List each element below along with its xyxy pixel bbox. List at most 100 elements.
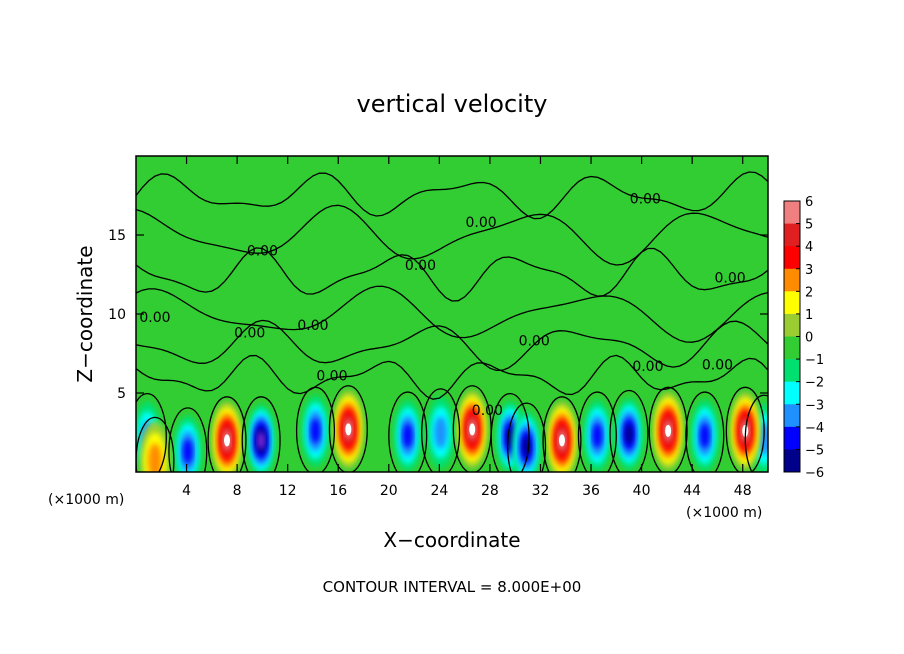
colorbar-swatch — [784, 313, 800, 337]
cell-zero-contour — [648, 386, 688, 472]
contour-label: 0.00 — [714, 270, 745, 286]
contour-label: 0.00 — [297, 318, 328, 334]
cell-zero-contour — [507, 402, 547, 472]
downdraft-cell — [393, 399, 422, 472]
contour-label: 0.00 — [519, 334, 550, 350]
colorbar-swatch — [784, 223, 800, 247]
plot-area: 0.00 0.00 0.00 0.00 0.00 0.00 0.00 0.00 0.00 0.00… — [136, 156, 768, 472]
contour-label: 0.00 — [632, 359, 663, 375]
x-tick-label: 24 — [430, 483, 448, 499]
contour-label: 0.00 — [405, 258, 436, 274]
contour-label: 0.00 — [465, 215, 496, 231]
colorbar-swatch — [784, 201, 800, 225]
zero-contour — [136, 285, 768, 343]
colorbar-label: −2 — [805, 376, 824, 391]
contour-labels: 0.00 0.00 0.00 0.00 0.00 0.00 0.00 0.00 0.00 0.00… — [139, 191, 745, 419]
downdraft-level--6 — [257, 431, 265, 450]
y-tick-label: 15 — [108, 228, 126, 244]
updraft-cell — [652, 391, 684, 471]
cell-zero-contour — [388, 391, 428, 472]
x-tick-label: 40 — [633, 483, 651, 499]
colorbar-swatch — [784, 404, 800, 428]
cell-zero-contour — [295, 386, 336, 472]
cell-zero-contour — [241, 396, 281, 472]
downdraft-level--4 — [310, 418, 321, 444]
x-tick-label: 28 — [481, 483, 499, 499]
contour-label: 0.00 — [247, 244, 278, 260]
colorbar-label: 5 — [805, 218, 813, 233]
x-tick-label: 16 — [329, 483, 347, 499]
contour-label: 0.00 — [472, 403, 503, 419]
downdraft-cell — [614, 398, 643, 471]
x-axis: 4 8 12 16 20 24 28 32 36 40 44 48 — [182, 156, 752, 499]
cell-zero-contour — [421, 388, 461, 472]
colorbar-label: 4 — [805, 240, 813, 255]
updraft-core — [558, 434, 565, 447]
cell-zero-contour — [328, 385, 368, 472]
x-tick-label: 48 — [734, 483, 752, 499]
x-tick-label: 32 — [532, 483, 550, 499]
x-tick-label: 12 — [279, 483, 297, 499]
downdraft-cell — [247, 404, 276, 472]
contour-label: 0.00 — [630, 191, 661, 207]
colorbar-label: 2 — [805, 285, 813, 300]
colorbar-label: −6 — [805, 466, 824, 481]
downdraft-level--5 — [624, 423, 633, 445]
cell-zero-contour — [685, 391, 725, 472]
x-axis-title: X−coordinate — [383, 528, 520, 552]
cell-zero-contour — [168, 407, 208, 472]
downdraft-cell — [426, 396, 455, 469]
colorbar-label: −1 — [805, 353, 824, 368]
colorbar-swatch — [784, 449, 800, 473]
updraft-core — [224, 434, 231, 447]
y-axis: 5 10 15 — [108, 228, 768, 402]
zero-contour-lines — [136, 171, 768, 472]
x-unit-right: (×1000 m) — [686, 505, 762, 521]
contour-label: 0.00 — [316, 368, 347, 384]
zero-contour — [136, 319, 768, 372]
downdraft-cell — [301, 394, 330, 467]
x-tick-label: 4 — [182, 483, 191, 499]
colorbar-label: −5 — [805, 443, 824, 458]
updraft-cell — [546, 400, 578, 472]
zero-contour — [136, 204, 768, 266]
colorbar-label: 0 — [805, 331, 813, 346]
colorbar-swatch — [784, 336, 800, 360]
downdraft-level--4 — [402, 423, 413, 449]
downdraft-level--4 — [699, 423, 710, 449]
updraft-level-3 — [148, 443, 162, 472]
colorbar-label: 3 — [805, 263, 813, 278]
updraft-cell — [332, 389, 364, 469]
cell-zero-contour — [542, 396, 582, 472]
downdraft-cell — [512, 410, 541, 472]
cell-zero-contour — [136, 393, 167, 472]
velocity-field — [136, 389, 768, 472]
x-tick-label: 8 — [233, 483, 242, 499]
updraft-cell — [456, 389, 488, 469]
zero-contour — [136, 171, 768, 220]
updraft-core — [345, 423, 352, 436]
contour-label: 0.00 — [234, 326, 265, 342]
cell-zero-contour — [207, 396, 247, 472]
chart-title: vertical velocity — [357, 90, 548, 118]
y-axis-title: Z−coordinate — [73, 245, 97, 382]
cell-zero-contour — [609, 389, 649, 472]
colorbar-label: −3 — [805, 398, 824, 413]
downdraft-cell — [583, 399, 612, 472]
colorbar-swatch — [784, 268, 800, 292]
x-tick-label: 36 — [582, 483, 600, 499]
updraft-cell — [211, 400, 243, 472]
y-tick-label: 10 — [108, 307, 126, 323]
cell-zero-contour — [725, 386, 765, 472]
colorbar: 6 5 4 3 2 1 0 −1 −2 −3 −4 −5 −6 — [783, 195, 824, 481]
updraft-core — [469, 423, 476, 436]
downdraft-level--3 — [434, 416, 447, 449]
colorbar-swatch — [784, 291, 800, 315]
colorbar-label: −4 — [805, 421, 824, 436]
cell-zero-contour — [490, 393, 530, 472]
contour-label: 0.00 — [702, 357, 733, 373]
zero-contour — [136, 247, 768, 302]
colorbar-swatch — [784, 426, 800, 450]
x-unit-left: (×1000 m) — [48, 492, 124, 508]
